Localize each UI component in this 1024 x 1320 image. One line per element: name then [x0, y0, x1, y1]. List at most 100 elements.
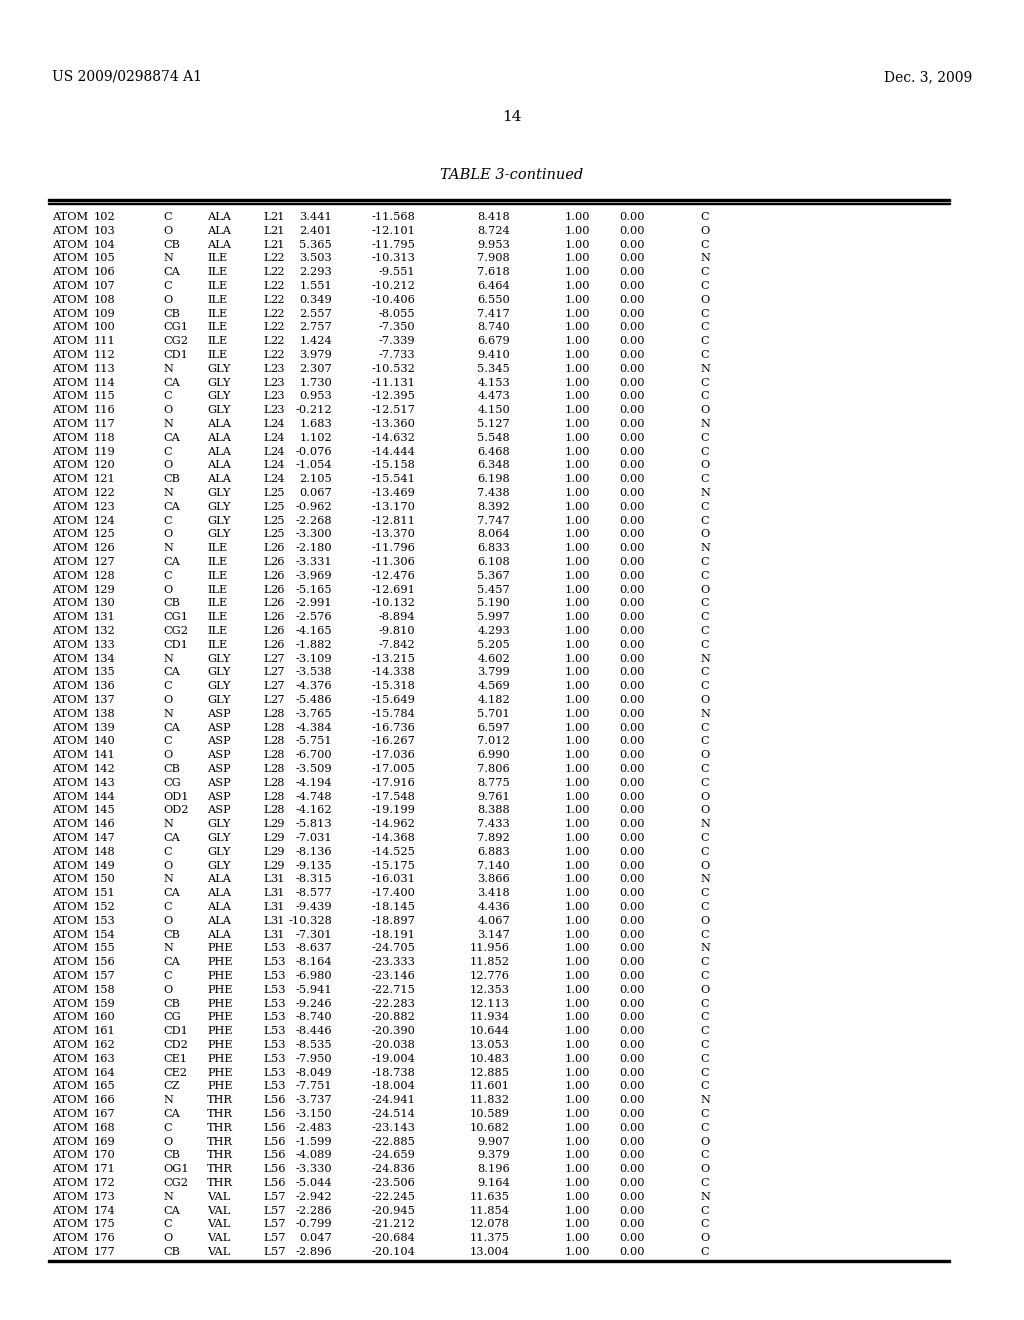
Text: 57: 57: [270, 1192, 285, 1201]
Text: 0.00: 0.00: [620, 792, 645, 801]
Text: -9.439: -9.439: [295, 902, 332, 912]
Text: 0.00: 0.00: [620, 916, 645, 925]
Text: ATOM: ATOM: [52, 1012, 88, 1023]
Text: 1.00: 1.00: [564, 792, 590, 801]
Text: 29: 29: [270, 861, 285, 871]
Text: GLY: GLY: [207, 861, 230, 871]
Text: 0.00: 0.00: [620, 557, 645, 568]
Text: -16.736: -16.736: [371, 722, 415, 733]
Text: CD1: CD1: [163, 640, 187, 649]
Text: 26: 26: [270, 612, 285, 622]
Text: ILE: ILE: [207, 598, 227, 609]
Text: 8.392: 8.392: [477, 502, 510, 512]
Text: CA: CA: [163, 557, 180, 568]
Text: 23: 23: [270, 405, 285, 416]
Text: 1.00: 1.00: [564, 696, 590, 705]
Text: 0.00: 0.00: [620, 820, 645, 829]
Text: 14: 14: [502, 110, 522, 124]
Text: N: N: [163, 820, 173, 829]
Text: 170: 170: [93, 1151, 115, 1160]
Text: 7.433: 7.433: [477, 820, 510, 829]
Text: 139: 139: [93, 722, 115, 733]
Text: L: L: [263, 474, 270, 484]
Text: 1.00: 1.00: [564, 874, 590, 884]
Text: -24.659: -24.659: [371, 1151, 415, 1160]
Text: 0.00: 0.00: [620, 405, 645, 416]
Text: ATOM: ATOM: [52, 792, 88, 801]
Text: ATOM: ATOM: [52, 985, 88, 995]
Text: 1.00: 1.00: [564, 378, 590, 388]
Text: ATOM: ATOM: [52, 833, 88, 843]
Text: 0.00: 0.00: [620, 737, 645, 746]
Text: THR: THR: [207, 1123, 233, 1133]
Text: -4.194: -4.194: [295, 777, 332, 788]
Text: O: O: [163, 226, 172, 236]
Text: L: L: [263, 446, 270, 457]
Text: L: L: [263, 722, 270, 733]
Text: 0.00: 0.00: [620, 433, 645, 442]
Text: -10.328: -10.328: [288, 916, 332, 925]
Text: 1.00: 1.00: [564, 337, 590, 346]
Text: 1.00: 1.00: [564, 1053, 590, 1064]
Text: -15.784: -15.784: [371, 709, 415, 719]
Text: 28: 28: [270, 764, 285, 774]
Text: ALA: ALA: [207, 461, 231, 470]
Text: L: L: [263, 944, 270, 953]
Text: ATOM: ATOM: [52, 1220, 88, 1229]
Text: ATOM: ATOM: [52, 446, 88, 457]
Text: ATOM: ATOM: [52, 226, 88, 236]
Text: 1.00: 1.00: [564, 309, 590, 318]
Text: C: C: [700, 240, 709, 249]
Text: 164: 164: [93, 1068, 115, 1077]
Text: CA: CA: [163, 502, 180, 512]
Text: 1.00: 1.00: [564, 488, 590, 498]
Text: -13.215: -13.215: [371, 653, 415, 664]
Text: 6.990: 6.990: [477, 750, 510, 760]
Text: 0.00: 0.00: [620, 418, 645, 429]
Text: 1.683: 1.683: [299, 418, 332, 429]
Text: PHE: PHE: [207, 999, 232, 1008]
Text: 0.00: 0.00: [620, 1233, 645, 1243]
Text: 158: 158: [93, 985, 115, 995]
Text: ATOM: ATOM: [52, 640, 88, 649]
Text: -17.400: -17.400: [371, 888, 415, 898]
Text: 114: 114: [93, 378, 115, 388]
Text: 5.457: 5.457: [477, 585, 510, 594]
Text: -10.532: -10.532: [371, 364, 415, 374]
Text: 24: 24: [270, 461, 285, 470]
Text: 3.799: 3.799: [477, 668, 510, 677]
Text: 1.00: 1.00: [564, 392, 590, 401]
Text: -8.164: -8.164: [295, 957, 332, 968]
Text: 135: 135: [93, 668, 115, 677]
Text: L: L: [263, 240, 270, 249]
Text: -16.267: -16.267: [371, 737, 415, 746]
Text: ATOM: ATOM: [52, 626, 88, 636]
Text: L: L: [263, 253, 270, 264]
Text: L: L: [263, 1137, 270, 1147]
Text: 1.424: 1.424: [299, 337, 332, 346]
Text: 116: 116: [93, 405, 115, 416]
Text: 2.105: 2.105: [299, 474, 332, 484]
Text: 0.00: 0.00: [620, 722, 645, 733]
Text: 23: 23: [270, 364, 285, 374]
Text: L: L: [263, 529, 270, 540]
Text: N: N: [163, 709, 173, 719]
Text: ILE: ILE: [207, 337, 227, 346]
Text: -20.684: -20.684: [371, 1233, 415, 1243]
Text: C: C: [700, 1205, 709, 1216]
Text: 113: 113: [93, 364, 115, 374]
Text: 175: 175: [93, 1220, 115, 1229]
Text: C: C: [163, 392, 172, 401]
Text: ATOM: ATOM: [52, 764, 88, 774]
Text: 106: 106: [93, 267, 115, 277]
Text: 6.198: 6.198: [477, 474, 510, 484]
Text: CB: CB: [163, 929, 180, 940]
Text: THR: THR: [207, 1151, 233, 1160]
Text: ASP: ASP: [207, 709, 230, 719]
Text: L: L: [263, 999, 270, 1008]
Text: 26: 26: [270, 598, 285, 609]
Text: ATOM: ATOM: [52, 1068, 88, 1077]
Bar: [48, 202, 950, 205]
Text: ATOM: ATOM: [52, 1109, 88, 1119]
Text: 1.00: 1.00: [564, 1096, 590, 1105]
